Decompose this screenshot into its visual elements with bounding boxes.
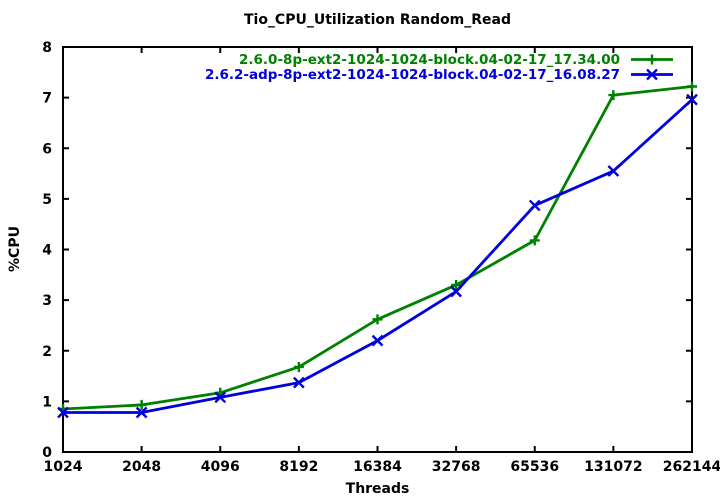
plot-border: [62, 46, 693, 453]
x-tick-label: 2048: [122, 459, 161, 475]
series-marker-times: [214, 391, 227, 404]
series-marker-times: [57, 406, 69, 419]
chart-title: Tio_CPU_Utilization Random_Read: [243, 12, 512, 28]
series-marker-plus: [293, 361, 304, 372]
series-marker-plus: [529, 235, 540, 246]
legend: 2.6.0-8p-ext2-1024-1024-block.04-02-17_1…: [204, 51, 674, 83]
y-tick-label: 5: [42, 192, 52, 208]
y-tick-label: 3: [42, 293, 52, 309]
series-marker-plus: [136, 399, 147, 410]
series-marker-times: [686, 93, 698, 106]
y-tick-label: 1: [42, 394, 52, 410]
legend-item-0: 2.6.0-8p-ext2-1024-1024-block.04-02-17_1…: [239, 51, 674, 68]
series-marker-times: [450, 285, 462, 298]
series-marker-plus: [451, 279, 462, 290]
series-marker-plus: [647, 54, 657, 65]
x-tick-label: 8192: [279, 459, 318, 475]
series-0: [58, 81, 697, 414]
series-marker-times: [135, 406, 148, 419]
y-tick-label: 4: [42, 243, 52, 259]
legend-item-1: 2.6.2-adp-8p-ext2-1024-1024-block.04-02-…: [204, 66, 674, 83]
series-marker-plus: [372, 314, 383, 325]
series-marker-times: [528, 199, 541, 212]
y-tick-label: 0: [42, 445, 52, 461]
series-line-0: [62, 85, 693, 411]
legend-label-series-1: 2.6.2-adp-8p-ext2-1024-1024-block.04-02-…: [204, 66, 620, 83]
x-axis-label: Threads: [345, 481, 410, 497]
x-tick-label: 262144: [663, 459, 720, 475]
y-tick-label: 8: [42, 40, 52, 56]
x-tick-label: 16384: [353, 459, 402, 475]
series-marker-plus: [608, 90, 619, 101]
y-axis-ticks: 0 1 2 3 4 5 6 7 8: [42, 40, 692, 461]
y-tick-label: 2: [42, 344, 52, 360]
y-tick-label: 7: [42, 91, 52, 107]
series-marker-plus: [687, 81, 697, 92]
legend-sample-line-1: [631, 68, 673, 81]
x-axis-ticks: 1024 2048 4096 8192 16384 32768 65536 131072 262…: [44, 47, 720, 475]
x-tick-label: 4096: [201, 459, 240, 475]
legend-sample-line-0: [631, 54, 673, 65]
series-marker-times: [371, 334, 384, 347]
series-marker-times: [607, 165, 620, 177]
y-tick-label: 6: [42, 141, 52, 157]
x-tick-label: 131072: [584, 459, 642, 475]
x-tick-label: 1024: [44, 459, 83, 475]
x-tick-label: 65536: [510, 459, 559, 475]
series-1: [57, 93, 698, 419]
series-marker-times: [646, 68, 658, 81]
series-marker-times: [293, 376, 305, 389]
series-line-1: [63, 98, 693, 414]
x-tick-label: 32768: [432, 459, 481, 475]
legend-label-series-0: 2.6.0-8p-ext2-1024-1024-block.04-02-17_1…: [239, 51, 620, 68]
